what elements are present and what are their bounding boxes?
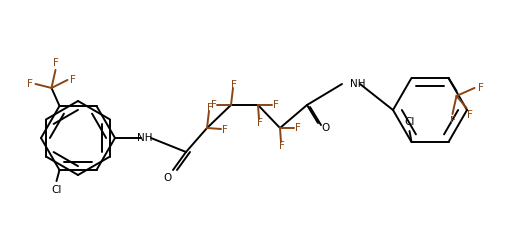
Text: F: F	[231, 80, 237, 90]
Text: F: F	[52, 58, 59, 68]
Text: F: F	[211, 100, 217, 110]
Text: F: F	[257, 118, 263, 128]
Text: F: F	[295, 123, 301, 133]
Text: F: F	[207, 103, 213, 113]
Text: NH: NH	[350, 79, 365, 89]
Text: NH: NH	[137, 133, 153, 143]
Text: F: F	[477, 83, 483, 93]
Text: F: F	[70, 75, 75, 85]
Text: F: F	[26, 79, 33, 89]
Text: O: O	[164, 173, 172, 183]
Text: F: F	[467, 110, 472, 120]
Text: Cl: Cl	[51, 185, 62, 195]
Text: F: F	[449, 116, 456, 126]
Text: F: F	[273, 100, 279, 110]
Text: F: F	[222, 125, 228, 135]
Text: F: F	[279, 141, 285, 151]
Text: Cl: Cl	[404, 117, 415, 127]
Text: O: O	[321, 123, 329, 133]
